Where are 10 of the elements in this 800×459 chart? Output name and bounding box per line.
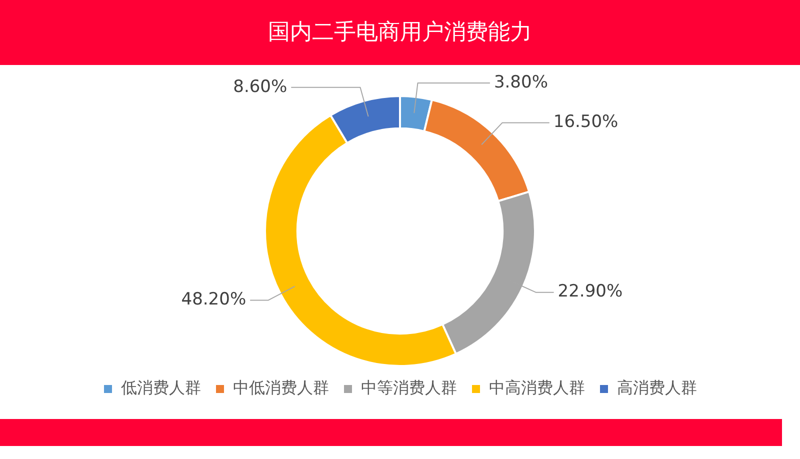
- data-label: 48.20%: [181, 290, 246, 310]
- legend-label: 中高消费人群: [489, 378, 585, 398]
- legend-label: 高消费人群: [617, 378, 697, 398]
- legend-label: 中低消费人群: [233, 378, 329, 398]
- data-label: 8.60%: [233, 76, 288, 97]
- legend-label: 低消费人群: [121, 378, 201, 398]
- legend-label: 中等消费人群: [361, 378, 457, 398]
- data-label: 3.80%: [494, 72, 548, 92]
- data-label: 22.90%: [558, 282, 623, 302]
- data-label: 16.50%: [553, 112, 618, 132]
